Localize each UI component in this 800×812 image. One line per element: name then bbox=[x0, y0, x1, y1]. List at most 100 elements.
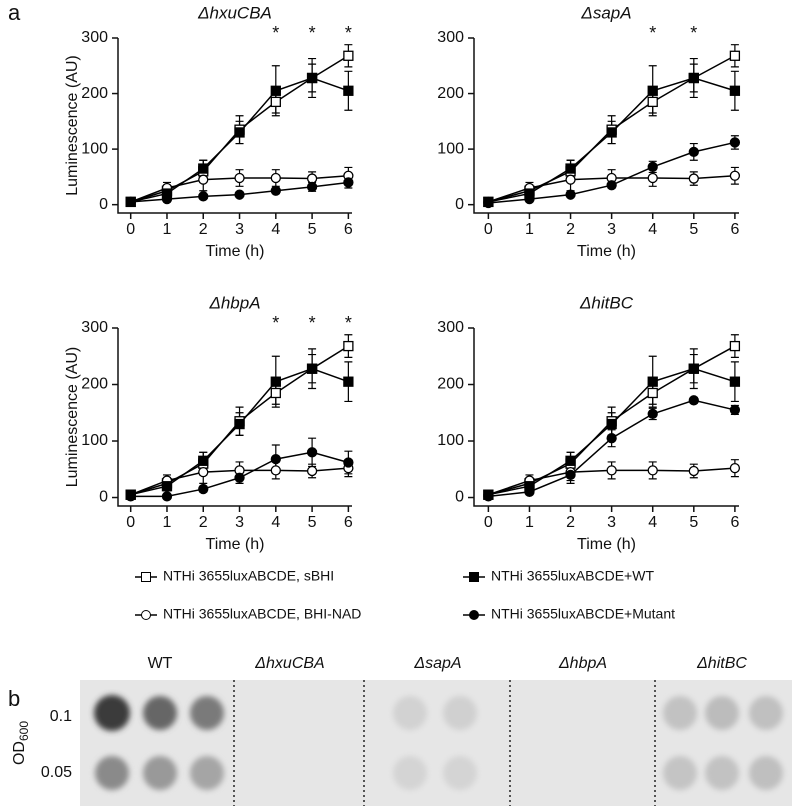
legend-marker bbox=[469, 610, 479, 620]
marker bbox=[606, 180, 617, 191]
marker bbox=[306, 173, 318, 184]
marker bbox=[565, 163, 576, 174]
x-tick-label: 0 bbox=[126, 221, 135, 238]
y-tick-label: 300 bbox=[437, 29, 464, 46]
axis bbox=[473, 38, 739, 214]
marker bbox=[524, 486, 535, 498]
y-tick-label: 100 bbox=[81, 432, 108, 449]
spot bbox=[190, 756, 224, 790]
axis bbox=[117, 38, 352, 214]
marker bbox=[688, 173, 699, 184]
marker bbox=[606, 418, 617, 430]
x-tick-label: 1 bbox=[163, 514, 172, 531]
axis bbox=[473, 328, 739, 507]
y-axis-label: Luminescence (AU) bbox=[64, 347, 81, 488]
significance-mark: * bbox=[345, 313, 352, 333]
spot bbox=[705, 756, 739, 790]
marker bbox=[688, 395, 699, 406]
marker bbox=[234, 172, 245, 184]
column-label: ΔhxuCBA bbox=[254, 655, 324, 672]
x-tick-label: 5 bbox=[689, 221, 698, 238]
marker bbox=[234, 472, 245, 483]
x-tick-label: 0 bbox=[126, 514, 135, 531]
spot bbox=[705, 696, 739, 730]
x-tick-label: 3 bbox=[235, 514, 244, 531]
row-label: 0.05 bbox=[41, 764, 72, 781]
x-tick-label: 3 bbox=[607, 514, 616, 531]
marker bbox=[198, 455, 209, 466]
marker bbox=[343, 457, 354, 468]
marker bbox=[125, 491, 136, 502]
marker bbox=[729, 462, 741, 474]
marker bbox=[270, 96, 281, 108]
x-tick-label: 5 bbox=[308, 221, 317, 238]
spot bbox=[95, 756, 129, 790]
y-tick-label: 300 bbox=[81, 319, 108, 336]
column-label: WT bbox=[148, 655, 173, 672]
y-axis-label: OD600 bbox=[11, 721, 31, 765]
marker bbox=[729, 170, 741, 181]
spot bbox=[393, 756, 427, 790]
spot bbox=[393, 696, 427, 730]
marker bbox=[343, 376, 354, 387]
spot bbox=[143, 696, 177, 730]
x-tick-label: 1 bbox=[163, 221, 172, 238]
spot bbox=[663, 756, 697, 790]
legend-label: NTHi 3655luxABCDE, BHI-NAD bbox=[163, 606, 361, 622]
marker bbox=[198, 191, 209, 202]
marker bbox=[343, 50, 354, 61]
marker bbox=[729, 340, 741, 352]
x-tick-label: 0 bbox=[484, 221, 493, 238]
marker bbox=[483, 491, 494, 502]
marker bbox=[647, 172, 658, 184]
marker bbox=[234, 189, 245, 200]
marker bbox=[606, 127, 617, 138]
marker bbox=[483, 197, 494, 209]
y-tick-label: 0 bbox=[99, 196, 108, 213]
x-tick-label: 4 bbox=[648, 514, 657, 531]
x-tick-label: 1 bbox=[525, 514, 534, 531]
marker bbox=[343, 85, 354, 96]
y-tick-label: 0 bbox=[455, 196, 464, 213]
panel-label: a bbox=[8, 0, 21, 25]
marker bbox=[647, 96, 658, 108]
chart-title: ΔhxuCBA bbox=[197, 3, 272, 22]
x-tick-label: 4 bbox=[271, 514, 280, 531]
marker bbox=[688, 72, 699, 84]
x-tick-label: 5 bbox=[689, 514, 698, 531]
significance-mark: * bbox=[345, 23, 352, 43]
spot bbox=[443, 756, 477, 790]
marker bbox=[647, 465, 658, 476]
chart-title: ΔsapA bbox=[580, 3, 631, 22]
marker bbox=[688, 363, 699, 374]
spot bbox=[443, 696, 477, 730]
marker bbox=[565, 189, 576, 200]
y-tick-label: 300 bbox=[81, 29, 108, 46]
y-tick-label: 200 bbox=[437, 85, 464, 102]
marker bbox=[729, 376, 741, 387]
column-label: ΔhbpA bbox=[558, 655, 607, 672]
marker bbox=[729, 404, 741, 416]
marker bbox=[198, 174, 209, 185]
y-tick-label: 200 bbox=[81, 376, 108, 393]
y-tick-label: 100 bbox=[81, 140, 108, 157]
x-tick-label: 5 bbox=[308, 514, 317, 531]
x-tick-label: 3 bbox=[235, 221, 244, 238]
marker bbox=[729, 85, 741, 96]
x-tick-label: 2 bbox=[199, 221, 208, 238]
marker bbox=[198, 466, 209, 478]
y-tick-label: 200 bbox=[437, 376, 464, 393]
significance-mark: * bbox=[309, 313, 316, 333]
marker bbox=[270, 85, 281, 96]
y-label-main: OD bbox=[11, 741, 28, 765]
marker bbox=[524, 193, 535, 205]
marker bbox=[306, 465, 318, 477]
marker bbox=[198, 163, 209, 174]
spots bbox=[94, 695, 783, 790]
spot bbox=[190, 696, 224, 730]
marker bbox=[306, 447, 318, 458]
spot bbox=[143, 756, 177, 790]
x-tick-label: 2 bbox=[566, 221, 575, 238]
marker bbox=[161, 481, 173, 492]
